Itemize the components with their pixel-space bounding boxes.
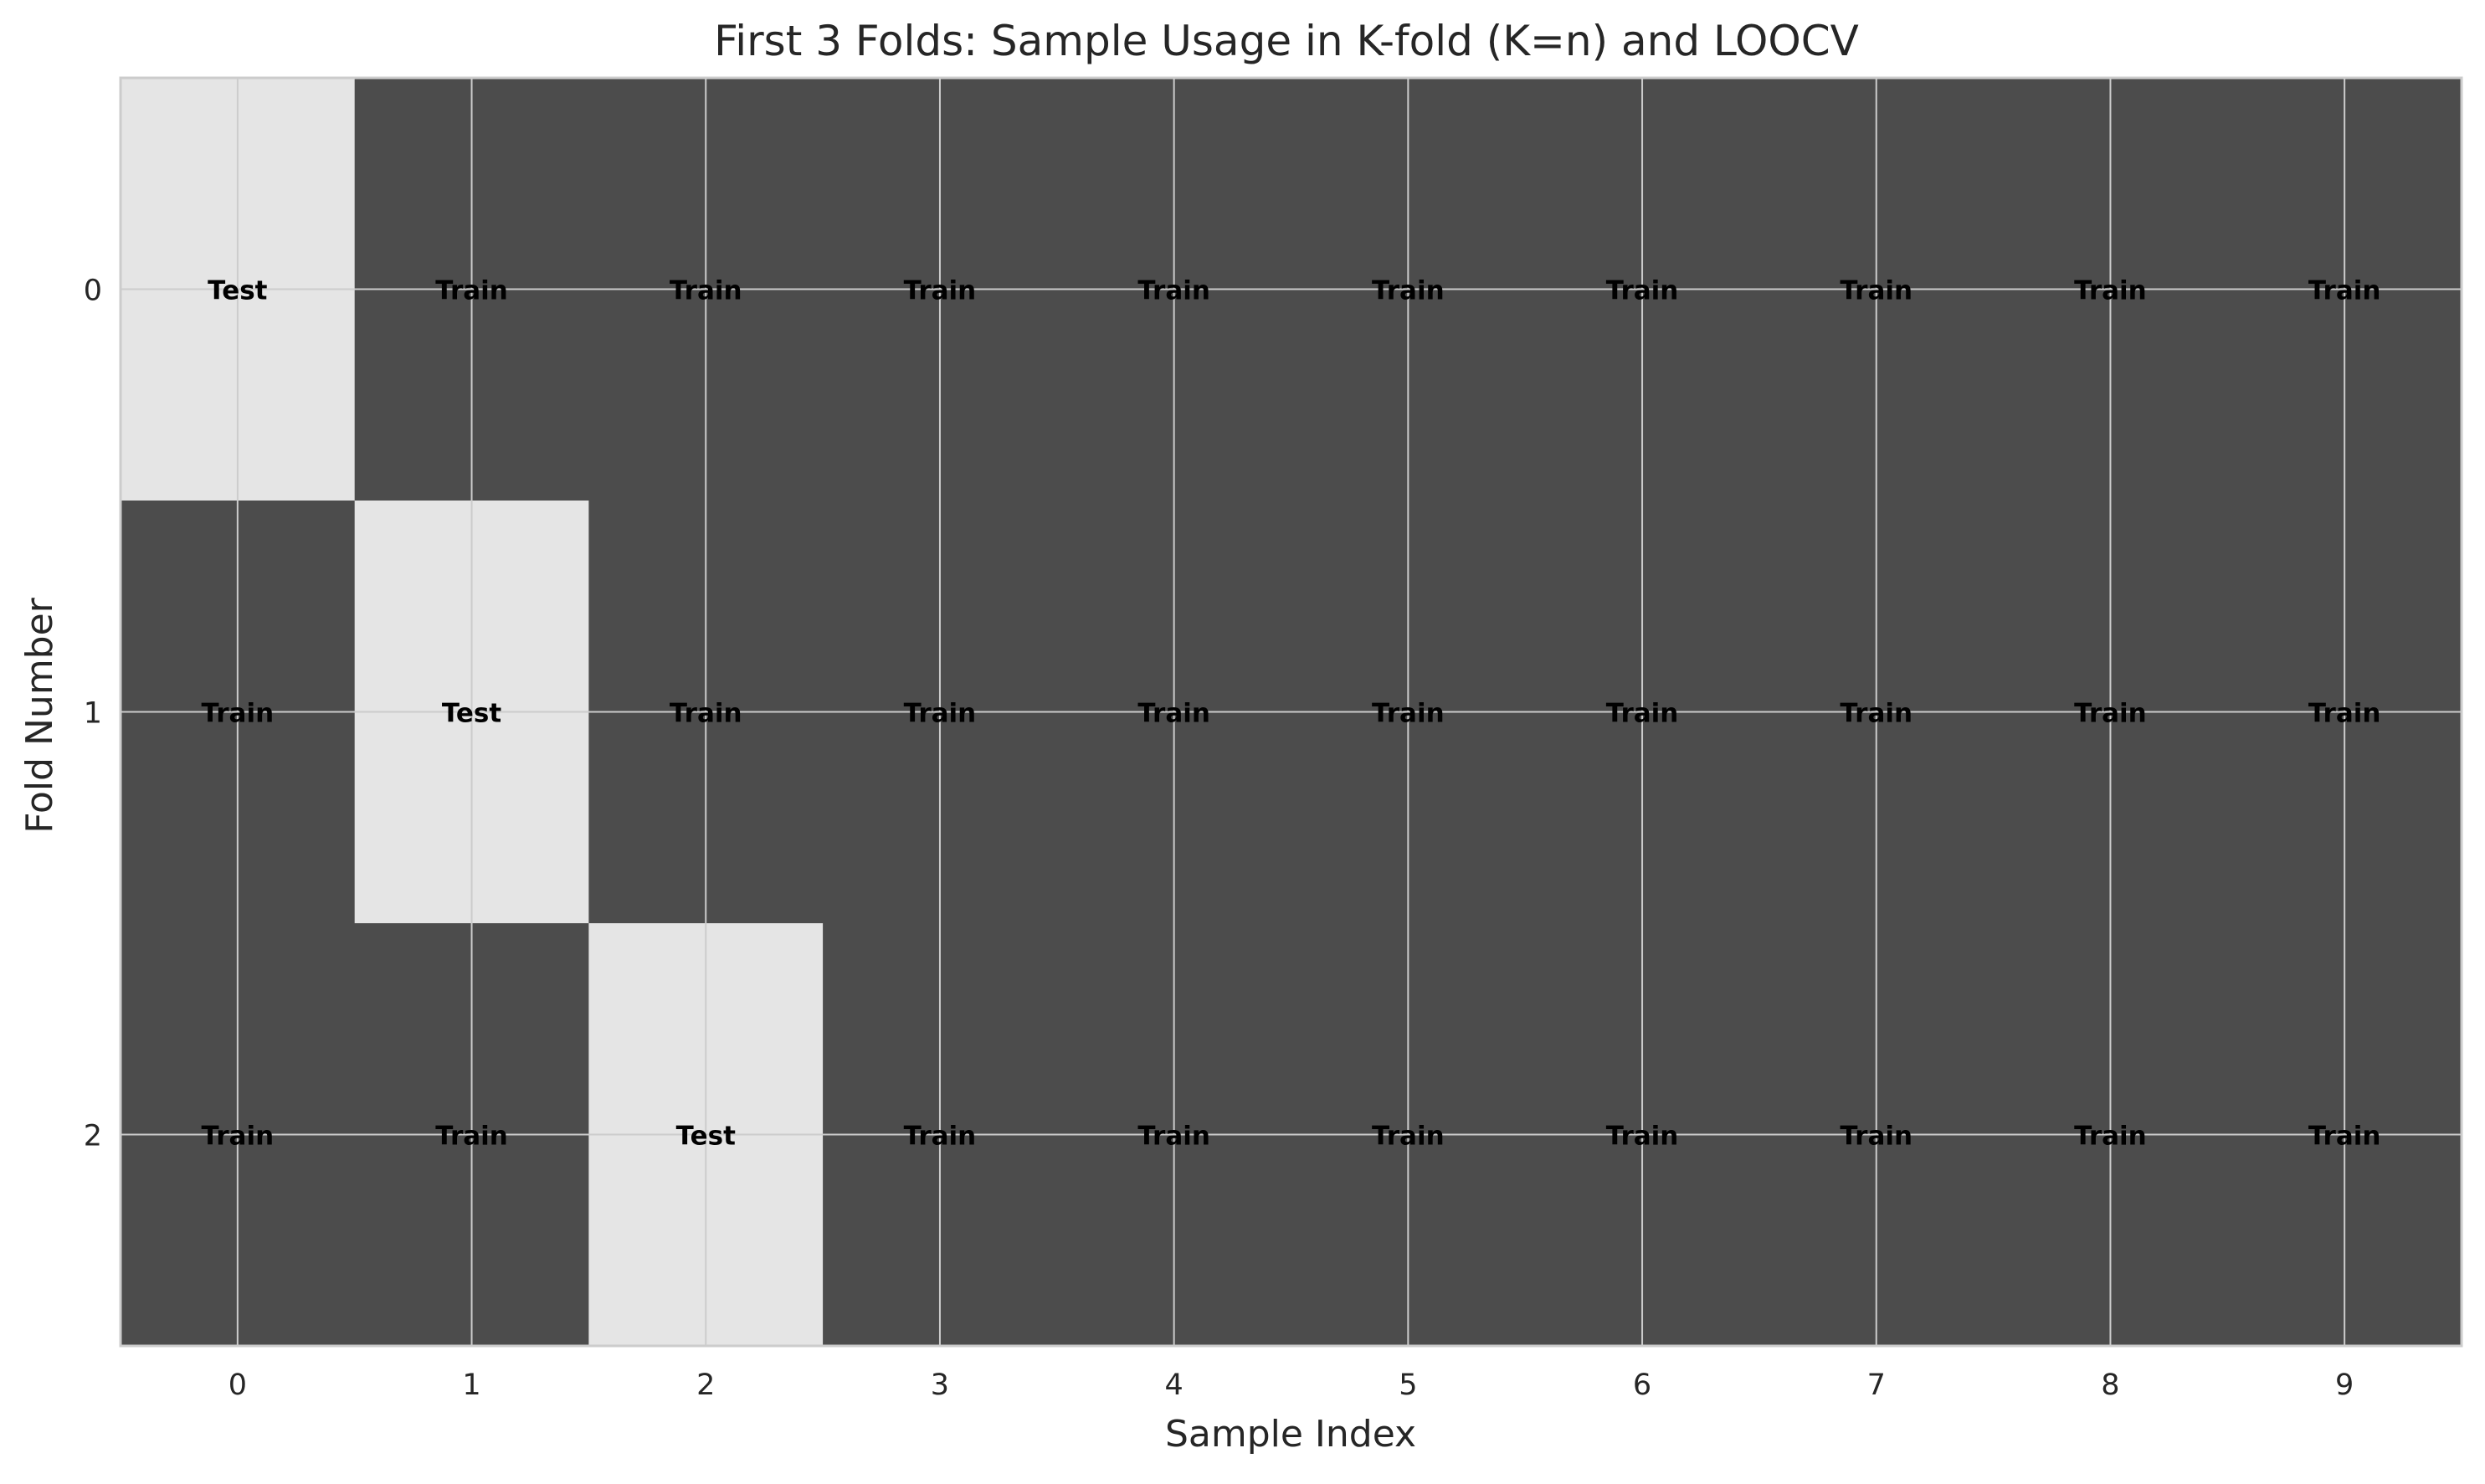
cell-label-2-7: Train: [1840, 1122, 1913, 1152]
x-tick-label-5: 5: [1399, 1368, 1417, 1402]
grid-lines: [121, 78, 2462, 1346]
x-tick-label-2: 2: [696, 1368, 715, 1402]
x-tick-label-9: 9: [2335, 1368, 2354, 1402]
cell-label-0-2: Train: [670, 276, 742, 306]
cell-label-1-4: Train: [1137, 699, 1210, 729]
x-tick-label-3: 3: [931, 1368, 949, 1402]
x-tick-label-1: 1: [462, 1368, 480, 1402]
cell-label-0-1: Train: [435, 276, 508, 306]
cell-label-2-9: Train: [2308, 1122, 2381, 1152]
cell-label-1-2: Train: [670, 699, 742, 729]
plot-frame: [119, 76, 2463, 1348]
cell-label-1-1: Test: [442, 699, 502, 729]
x-axis-label: Sample Index: [1165, 1413, 1416, 1456]
cell-label-0-7: Train: [1840, 276, 1913, 306]
cell-label-0-6: Train: [1606, 276, 1679, 306]
x-tick-label-7: 7: [1867, 1368, 1886, 1402]
x-tick-label-8: 8: [2101, 1368, 2119, 1402]
cell-label-2-1: Train: [435, 1122, 508, 1152]
cell-labels: Test Train Train Train Train Train Train Train T…: [202, 276, 2381, 1152]
cell-label-0-9: Train: [2308, 276, 2381, 306]
y-tick-label-2: 2: [84, 1120, 102, 1153]
cell-label-2-6: Train: [1606, 1122, 1679, 1152]
cell-label-1-8: Train: [2074, 699, 2147, 729]
y-tick-labels: 0 1 2: [84, 275, 102, 1153]
cell-label-1-5: Train: [1372, 699, 1445, 729]
cell-label-1-0: Train: [202, 699, 275, 729]
y-axis-label: Fold Number: [18, 597, 61, 833]
cell-label-1-6: Train: [1606, 699, 1679, 729]
cell-label-2-2: Test: [676, 1122, 737, 1152]
cell-label-1-7: Train: [1840, 699, 1913, 729]
cell-label-1-9: Train: [2308, 699, 2381, 729]
cell-label-0-4: Train: [1137, 276, 1210, 306]
x-tick-label-0: 0: [228, 1368, 247, 1402]
cell-label-2-8: Train: [2074, 1122, 2147, 1152]
cell-label-2-0: Train: [202, 1122, 275, 1152]
cell-label-0-5: Train: [1372, 276, 1445, 306]
cell-label-2-4: Train: [1137, 1122, 1210, 1152]
x-tick-label-6: 6: [1633, 1368, 1651, 1402]
chart-title: First 3 Folds: Sample Usage in K-fold (K…: [714, 17, 1859, 65]
cell-label-2-5: Train: [1372, 1122, 1445, 1152]
x-tick-labels: 0 1 2 3 4 5 6 7 8 9: [228, 1368, 2354, 1402]
cell-label-0-0: Test: [208, 276, 268, 306]
cell-label-2-3: Train: [904, 1122, 977, 1152]
y-tick-label-0: 0: [84, 275, 102, 308]
y-tick-label-1: 1: [84, 697, 102, 731]
x-tick-label-4: 4: [1165, 1368, 1183, 1402]
cell-label-0-3: Train: [904, 276, 977, 306]
cell-label-0-8: Train: [2074, 276, 2147, 306]
cell-label-1-3: Train: [904, 699, 977, 729]
